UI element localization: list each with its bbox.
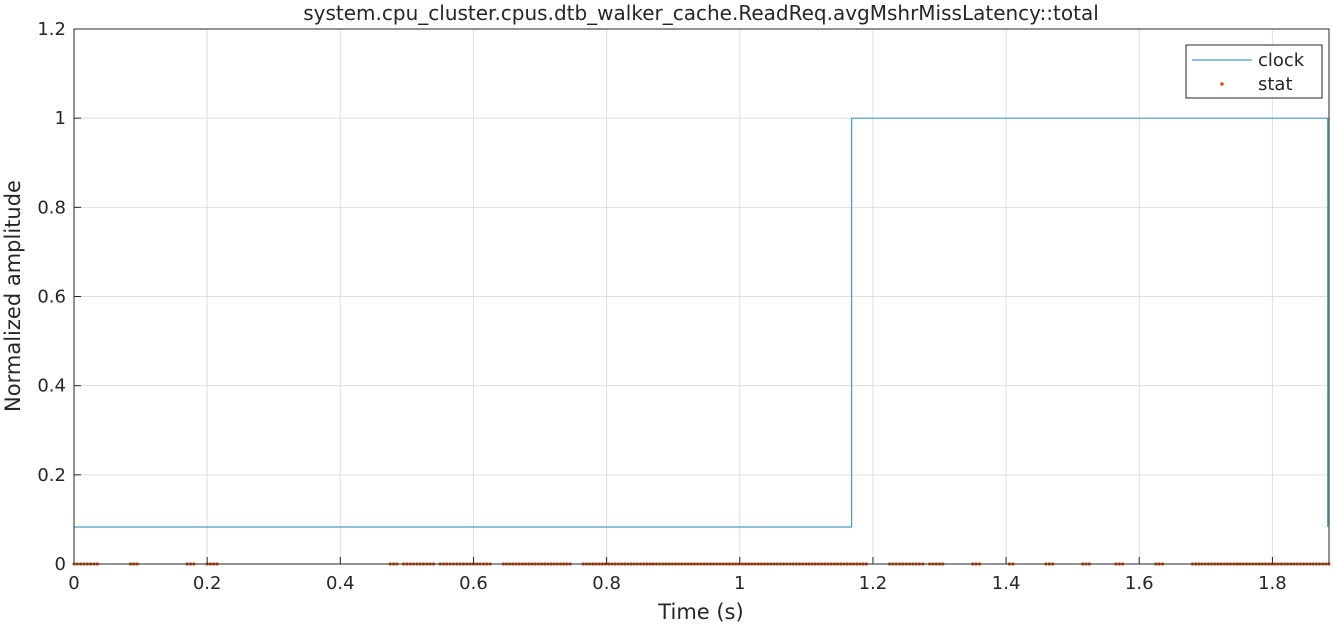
chart-title: system.cpu_cluster.cpus.dtb_walker_cache…	[303, 1, 1099, 25]
y-tick-label: 0	[55, 554, 66, 575]
ticks: 0 0.2 0.4 0.6 0.8 1 1.2 1.4 1.6 1.8 0 0.2 0.4 0.6 0.8 1…	[37, 19, 1286, 594]
legend: clock stat	[1185, 44, 1323, 99]
legend-clock-label: clock	[1258, 50, 1305, 71]
x-tick-label: 0.2	[193, 573, 222, 594]
y-tick-label: 0.6	[37, 287, 66, 308]
x-tick-label: 1.2	[859, 573, 888, 594]
x-tick-label: 0.4	[326, 573, 355, 594]
legend-box	[1185, 44, 1323, 99]
series-layer	[72, 117, 1331, 566]
x-tick-label: 0.8	[592, 573, 621, 594]
y-tick-label: 1.2	[37, 19, 66, 40]
y-tick-label: 0.8	[37, 197, 66, 218]
legend-stat-label: stat	[1258, 74, 1293, 95]
x-axis-label: Time (s)	[657, 600, 743, 624]
x-tick-label: 1.6	[1125, 573, 1154, 594]
legend-stat-swatch	[1220, 82, 1224, 86]
y-tick-label: 1	[55, 108, 66, 129]
x-tick-label: 0.6	[459, 573, 488, 594]
x-tick-label: 1.4	[992, 573, 1021, 594]
x-tick-label: 1	[734, 573, 745, 594]
clock-series-line	[74, 117, 1329, 528]
y-tick-label: 0.4	[37, 376, 66, 397]
x-tick-label: 1.8	[1258, 573, 1287, 594]
y-tick-label: 0.2	[37, 465, 66, 486]
y-axis-label: Normalized amplitude	[1, 180, 25, 412]
x-tick-label: 0	[68, 573, 79, 594]
